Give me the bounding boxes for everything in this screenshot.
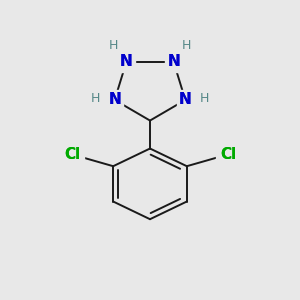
Bar (88, 91, 103, 106)
Text: Cl: Cl (220, 147, 236, 162)
Text: N: N (179, 92, 192, 107)
Text: Cl: Cl (64, 147, 80, 162)
Text: N: N (108, 92, 121, 107)
Bar (106, 90, 123, 110)
Text: N: N (167, 54, 180, 69)
Bar (197, 91, 212, 106)
Text: H: H (200, 92, 209, 105)
Text: N: N (167, 54, 180, 69)
Text: N: N (108, 92, 121, 107)
Text: H: H (91, 92, 100, 105)
Text: N: N (179, 92, 192, 107)
Text: H: H (200, 92, 209, 105)
Bar (215, 144, 241, 165)
Bar (177, 90, 194, 110)
Bar (59, 144, 85, 165)
Text: H: H (182, 39, 191, 52)
Bar (166, 51, 182, 72)
Text: Cl: Cl (64, 147, 80, 162)
Bar (106, 38, 121, 53)
Text: H: H (109, 39, 118, 52)
Text: N: N (120, 54, 133, 69)
Bar (179, 38, 194, 53)
Bar (118, 51, 134, 72)
Text: H: H (109, 39, 118, 52)
Text: H: H (182, 39, 191, 52)
Text: H: H (91, 92, 100, 105)
Text: N: N (120, 54, 133, 69)
Text: Cl: Cl (220, 147, 236, 162)
